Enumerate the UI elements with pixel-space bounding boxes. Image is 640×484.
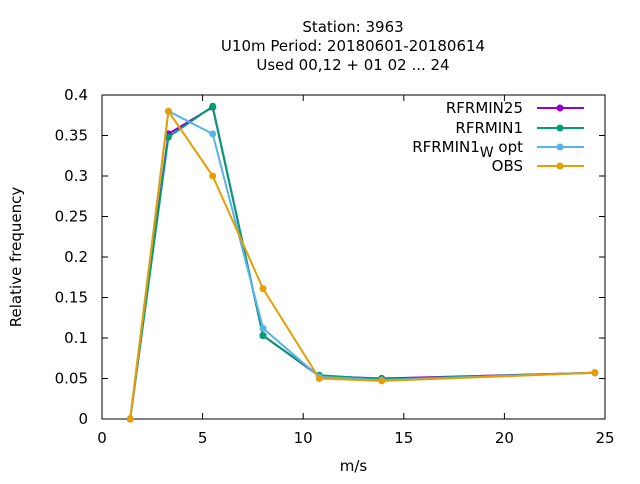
y-axis-label: Relative frequency xyxy=(7,187,25,328)
data-point xyxy=(164,133,172,141)
data-point xyxy=(164,107,172,115)
plot-frame xyxy=(101,94,606,420)
legend-item: OBS xyxy=(492,157,584,175)
legend-marker xyxy=(556,162,564,170)
y-tick-label: 0.05 xyxy=(55,370,88,388)
title-line: Station: 3963 xyxy=(302,18,403,36)
data-point xyxy=(259,332,267,340)
series-3 xyxy=(126,107,599,423)
data-point xyxy=(315,375,323,382)
legend-label: RFRMIN1 xyxy=(455,119,523,137)
y-tick-label: 0 xyxy=(78,410,88,428)
series-line xyxy=(129,105,595,420)
legend-marker xyxy=(556,104,564,112)
x-tick-label: 25 xyxy=(595,429,614,447)
x-tick-label: 5 xyxy=(198,429,208,447)
series-line xyxy=(129,110,595,420)
y-tick-label: 0.1 xyxy=(64,329,88,347)
legend-marker xyxy=(556,124,564,132)
y-tick-label: 0.2 xyxy=(64,248,88,266)
legend-label: OBS xyxy=(492,157,523,175)
y-tick-label: 0.15 xyxy=(55,289,88,307)
y-tick-label: 0.4 xyxy=(64,86,88,104)
y-tick-label: 0.3 xyxy=(64,167,88,185)
legend-item: RFRMIN1 xyxy=(455,119,584,137)
data-point xyxy=(209,172,217,180)
legend-label: RFRMIN25 xyxy=(446,99,523,117)
legend-item: RFRMIN1W opt xyxy=(412,138,584,161)
legend-label: RFRMIN1W opt xyxy=(412,138,523,161)
data-point xyxy=(126,415,134,423)
data-point xyxy=(259,324,267,332)
title-line: Used 00,12 + 01 02 ... 24 xyxy=(256,56,449,74)
x-tick-label: 20 xyxy=(495,429,514,447)
axes: 0 5 10 15 20 25 0 0.05 0.1 0.15 0.2 0.25 0.3 0.35 0.4 m… xyxy=(7,86,615,475)
data-point xyxy=(209,130,217,138)
legend-marker xyxy=(556,143,564,151)
series-layer xyxy=(126,102,599,423)
y-tick-label: 0.25 xyxy=(55,208,88,226)
y-tick-label: 0.35 xyxy=(55,127,88,145)
series-line xyxy=(129,106,595,420)
x-axis-label: m/s xyxy=(340,457,368,475)
data-point xyxy=(259,285,267,293)
data-point xyxy=(209,102,217,110)
title-line: U10m Period: 20180601-20180614 xyxy=(221,37,485,55)
legend-item: RFRMIN25 xyxy=(446,99,584,117)
x-tick-label: 0 xyxy=(97,429,107,447)
data-point xyxy=(378,377,386,385)
x-tick-label: 15 xyxy=(394,429,413,447)
data-point xyxy=(591,369,599,377)
x-tick-label: 10 xyxy=(294,429,313,447)
